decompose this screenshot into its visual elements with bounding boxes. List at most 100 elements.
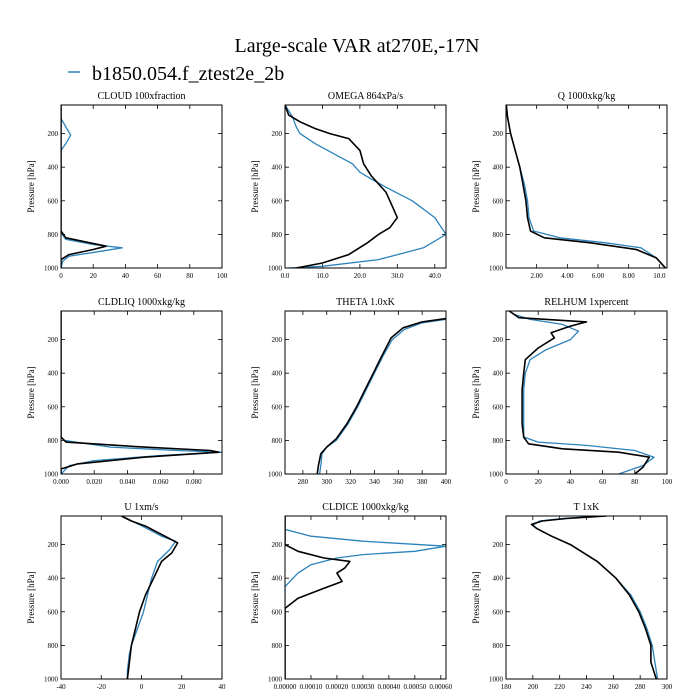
y-tick-label: 200 bbox=[493, 541, 504, 549]
y-tick-label: 600 bbox=[493, 197, 504, 205]
series-line-test bbox=[532, 516, 659, 679]
y-axis-label: Pressure [hPa] bbox=[471, 571, 481, 623]
x-tick-label: 220 bbox=[554, 683, 565, 691]
panel-title: CLDICE 1000xkg/kg bbox=[322, 502, 408, 513]
y-tick-label: 1000 bbox=[489, 676, 504, 684]
x-tick-label: 340 bbox=[369, 478, 380, 486]
series-line-test bbox=[318, 318, 446, 474]
x-tick-label: 300 bbox=[321, 478, 332, 486]
x-tick-label: 20 bbox=[178, 683, 186, 691]
y-tick-label: 400 bbox=[493, 164, 504, 172]
y-tick-label: 200 bbox=[272, 336, 283, 344]
y-tick-label: 1000 bbox=[44, 265, 59, 273]
y-tick-label: 400 bbox=[272, 164, 283, 172]
x-tick-label: 0.00040 bbox=[377, 683, 400, 691]
y-tick-label: 200 bbox=[272, 130, 283, 138]
y-tick-label: 400 bbox=[493, 575, 504, 583]
panel-title: OMEGA 864xPa/s bbox=[328, 91, 403, 102]
panel-7: CLDICE 1000xkg/kg Pressure [hPa] 200 400 600… bbox=[250, 502, 453, 691]
x-tick-label: 100 bbox=[217, 272, 228, 280]
x-tick-label: 80 bbox=[631, 478, 639, 486]
x-tick-label: 240 bbox=[581, 683, 592, 691]
y-axis-label: Pressure [hPa] bbox=[26, 571, 36, 623]
panel-title: CLOUD 100xfraction bbox=[97, 91, 185, 102]
figure-title: Large-scale VAR at270E,-17N bbox=[235, 35, 480, 57]
y-axis-label: Pressure [hPa] bbox=[471, 366, 481, 418]
panel-4: THETA 1.0xK Pressure [hPa] 200 400 600 800 100… bbox=[250, 297, 452, 486]
x-tick-label: 60 bbox=[599, 478, 607, 486]
x-tick-label: 0.00030 bbox=[352, 683, 375, 691]
x-tick-label: 20 bbox=[535, 478, 543, 486]
x-tick-label: 10.0 bbox=[316, 272, 329, 280]
legend-label: b1850.054.f_ztest2e_2b bbox=[92, 63, 284, 85]
series-line-test bbox=[285, 516, 446, 679]
x-tick-label: 280 bbox=[298, 478, 309, 486]
series-line-reference bbox=[121, 516, 179, 679]
y-tick-label: 400 bbox=[48, 575, 59, 583]
y-tick-label: 400 bbox=[272, 370, 283, 378]
y-tick-label: 200 bbox=[48, 130, 59, 138]
y-tick-label: 600 bbox=[48, 403, 59, 411]
y-tick-label: 600 bbox=[48, 608, 59, 616]
panel-title: RELHUM 1xpercent bbox=[544, 297, 628, 308]
y-axis-label: Pressure [hPa] bbox=[250, 160, 260, 212]
panel-title: THETA 1.0xK bbox=[336, 297, 395, 308]
series-line-reference bbox=[530, 516, 658, 679]
plot-frame bbox=[60, 104, 223, 269]
y-tick-label: 600 bbox=[272, 403, 283, 411]
y-tick-label: 1000 bbox=[268, 265, 283, 273]
x-tick-label: 400 bbox=[441, 478, 452, 486]
series-line-test bbox=[61, 105, 123, 268]
y-tick-label: 800 bbox=[493, 231, 504, 239]
y-tick-label: 1000 bbox=[268, 471, 283, 479]
x-tick-label: 300 bbox=[662, 683, 673, 691]
series-line-reference bbox=[285, 105, 399, 268]
y-tick-label: 200 bbox=[48, 541, 59, 549]
y-axis-label: Pressure [hPa] bbox=[26, 366, 36, 418]
x-tick-label: 0.00060 bbox=[429, 683, 452, 691]
y-tick-label: 200 bbox=[493, 130, 504, 138]
x-tick-label: 260 bbox=[608, 683, 619, 691]
x-tick-label: 40.0 bbox=[429, 272, 442, 280]
y-tick-label: 600 bbox=[272, 608, 283, 616]
y-tick-label: 800 bbox=[493, 642, 504, 650]
y-axis-label: Pressure [hPa] bbox=[250, 366, 260, 418]
x-tick-label: 6.00 bbox=[592, 272, 605, 280]
plot-frame bbox=[60, 515, 223, 680]
plot-frame bbox=[505, 515, 668, 680]
plot-frame bbox=[284, 104, 447, 269]
y-tick-label: 400 bbox=[48, 164, 59, 172]
x-tick-label: 40 bbox=[567, 478, 575, 486]
x-tick-label: 0 bbox=[504, 478, 508, 486]
series-line-reference bbox=[316, 317, 446, 474]
y-tick-label: 800 bbox=[272, 231, 283, 239]
x-tick-label: 0.080 bbox=[186, 478, 202, 486]
series-line-test bbox=[125, 517, 177, 679]
panel-1: OMEGA 864xPa/s Pressure [hPa] 200 400 600 800… bbox=[250, 91, 447, 280]
y-tick-label: 400 bbox=[493, 370, 504, 378]
series-line-reference bbox=[285, 516, 351, 679]
series-line-test bbox=[513, 313, 655, 474]
x-tick-label: 0.0 bbox=[281, 272, 290, 280]
x-tick-label: 0.00050 bbox=[403, 683, 426, 691]
x-tick-label: 100 bbox=[662, 478, 673, 486]
panel-title: Q 1000xkg/kg bbox=[558, 91, 616, 102]
y-tick-label: 200 bbox=[48, 336, 59, 344]
y-tick-label: 800 bbox=[272, 642, 283, 650]
x-tick-label: 40 bbox=[122, 272, 130, 280]
x-tick-label: 0 bbox=[59, 272, 63, 280]
x-tick-label: 4.00 bbox=[561, 272, 574, 280]
y-tick-label: 1000 bbox=[44, 471, 59, 479]
y-tick-label: 1000 bbox=[489, 265, 504, 273]
y-tick-label: 400 bbox=[48, 370, 59, 378]
x-tick-label: 0.00000 bbox=[274, 683, 297, 691]
x-tick-label: 20.0 bbox=[354, 272, 367, 280]
y-tick-label: 1000 bbox=[44, 676, 59, 684]
x-tick-label: 80 bbox=[186, 272, 194, 280]
y-tick-label: 400 bbox=[272, 575, 283, 583]
